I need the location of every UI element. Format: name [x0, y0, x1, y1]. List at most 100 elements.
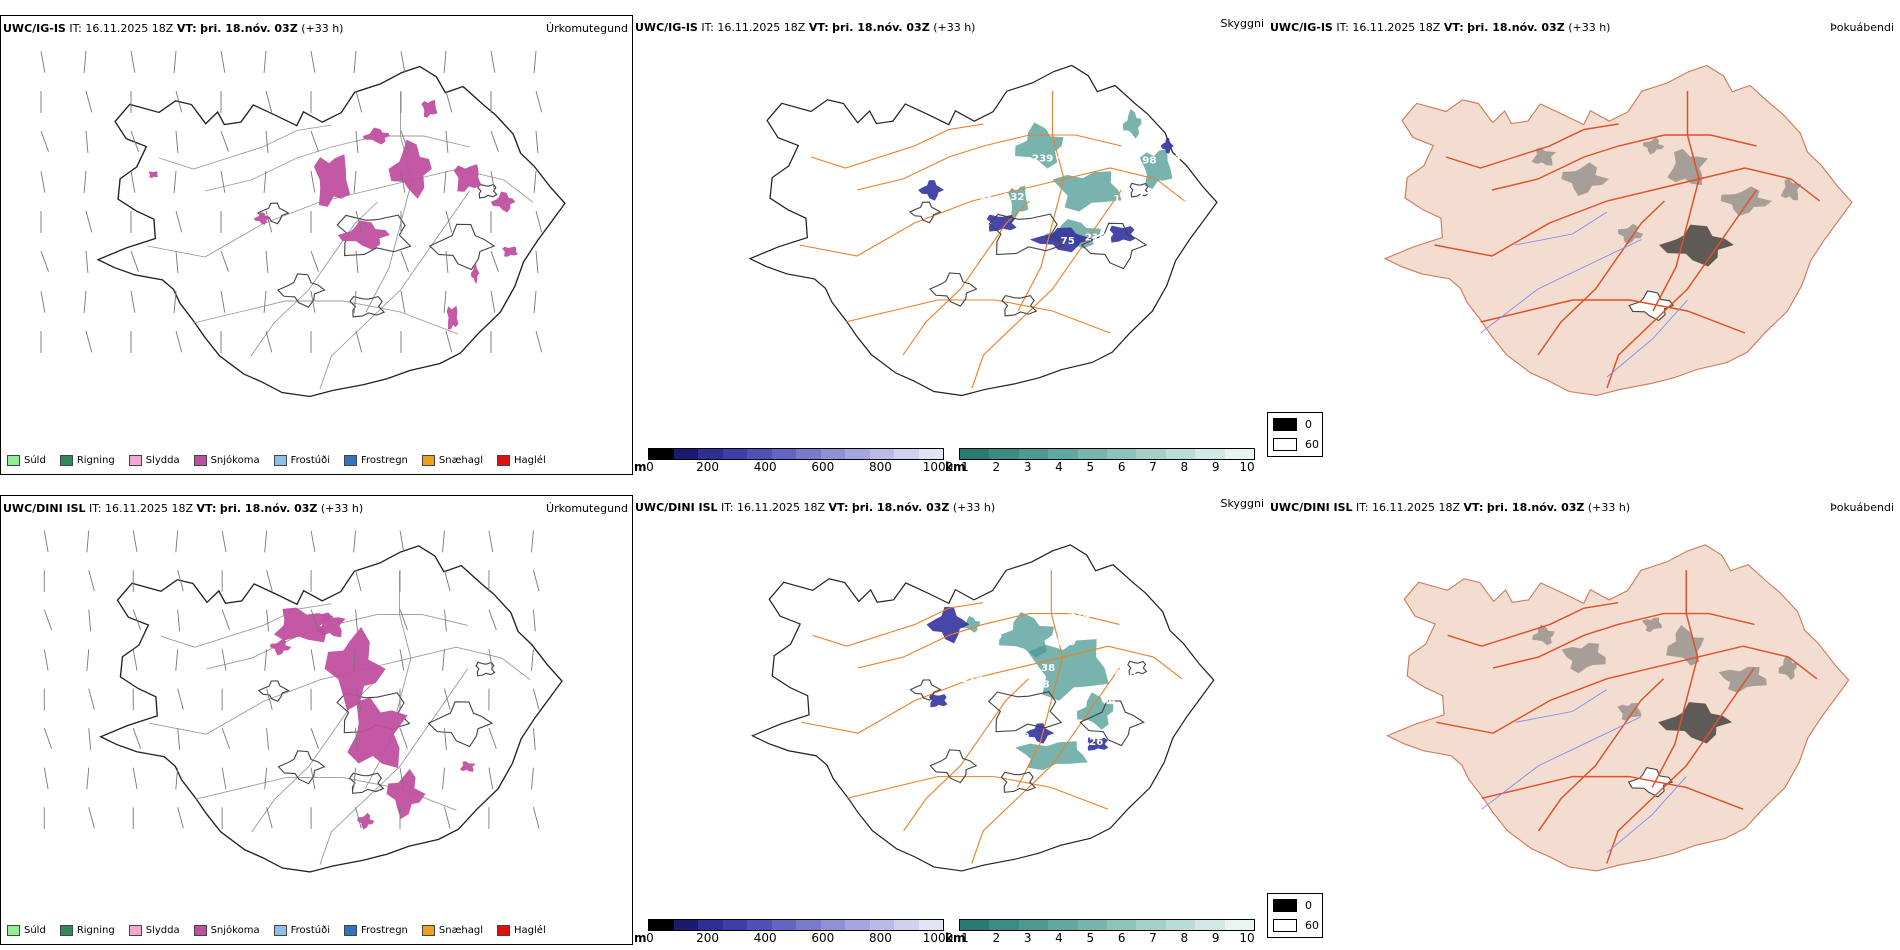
road-line: [365, 92, 413, 313]
wind-barb: [353, 170, 357, 193]
cloud-base-area: [918, 180, 945, 201]
colorbar-tick: 8: [1180, 460, 1189, 474]
colorbar-tick: 5: [1086, 931, 1095, 945]
wind-barb: [40, 250, 49, 272]
legend-item: Snjókoma: [193, 455, 260, 466]
colorbar-tick: 200: [696, 460, 720, 474]
road-line: [319, 668, 469, 865]
glacier-outline: [427, 701, 494, 748]
wind-barb: [445, 130, 449, 153]
snow-area: [386, 768, 426, 820]
wind-barb: [83, 50, 87, 73]
fog-legend: 0 60: [1267, 893, 1323, 938]
road-line: [810, 123, 984, 169]
wind-barb: [399, 728, 408, 749]
snow-area: [388, 139, 432, 199]
wind-barb: [85, 250, 89, 273]
colorbar-tick: 4: [1055, 460, 1063, 474]
wind-barb: [355, 210, 363, 233]
wind-barb: [490, 170, 496, 193]
road-line: [1445, 123, 1619, 169]
legend-label: Slydda: [145, 925, 180, 936]
wind-barb: [132, 728, 142, 749]
cloud-base-area: [929, 694, 948, 708]
fog-legend-low-swatch: [1273, 438, 1297, 451]
colorbar-swatch: [918, 920, 943, 930]
wind-barb: [40, 170, 46, 193]
colorbar-tick: 4: [1055, 931, 1063, 945]
legend-swatch: [7, 925, 20, 936]
wind-barb: [130, 50, 136, 73]
wind-barb: [532, 728, 536, 750]
cloud-base-label: 323: [934, 726, 955, 737]
legend-label: Snjókoma: [210, 925, 260, 936]
colorbar-swatch: [771, 449, 796, 459]
colorbar-tick: 600: [811, 931, 835, 945]
fog-area: [1718, 666, 1767, 693]
wind-barb: [488, 767, 494, 790]
snow-area: [421, 99, 438, 118]
colorbar-swatch: [820, 449, 845, 459]
colorbar-swatch: [698, 920, 723, 930]
legend-item: Frostúði: [273, 455, 330, 466]
visibility-area: [1076, 692, 1114, 730]
wind-barb: [220, 250, 229, 272]
visibility-area: [999, 612, 1055, 658]
wind-barb: [177, 569, 184, 592]
cloud-base-label: 58: [1035, 680, 1049, 691]
colorbar-swatch: [869, 449, 894, 459]
colorbar-swatches: [648, 919, 944, 931]
road-line: [1017, 91, 1065, 312]
road-line: [1447, 602, 1619, 647]
legend-swatch: [421, 455, 435, 466]
colorbar-swatch: [747, 449, 772, 459]
wind-barb: [85, 210, 93, 233]
fog-area: [1643, 137, 1665, 155]
colorbar-tick: 400: [753, 460, 777, 474]
snow-area: [148, 171, 159, 178]
wind-barb: [310, 290, 316, 313]
wind-barb: [266, 688, 273, 710]
legend-item: Haglél: [497, 455, 546, 466]
cloud-base-area: [1086, 737, 1109, 751]
wind-barb: [264, 649, 268, 671]
colorbar-swatch: [989, 920, 1019, 930]
map-layer: [99, 545, 563, 873]
road-line: [1606, 189, 1758, 389]
colorbar-swatch: [1018, 449, 1049, 459]
wind-barb: [88, 688, 95, 710]
fog-area: [1617, 223, 1644, 245]
river-line: [1606, 776, 1687, 854]
cloud-base-label: 74: [1166, 152, 1180, 163]
legend-label: Súld: [24, 925, 46, 936]
glacier-outline: [987, 691, 1063, 733]
wind-barb: [266, 609, 269, 632]
wind-barb: [444, 728, 447, 750]
wind-barb: [442, 649, 445, 671]
visibility-area: [1015, 741, 1088, 771]
wind-barb: [43, 767, 49, 790]
colorbar-swatch: [869, 920, 894, 930]
coastline: [96, 65, 566, 398]
road-line: [1537, 200, 1666, 356]
road-line: [971, 667, 1120, 864]
panel-title: Skyggni: [1220, 17, 1264, 30]
wind-barb: [40, 50, 46, 73]
legend-swatch: [344, 925, 357, 936]
colorbar-tick: 10: [1239, 931, 1255, 945]
cloud-base-label: 392: [948, 700, 969, 711]
map-layer: 12 126 102 10 114 69 82 132 216 74 126 127 239 14 17 85…: [748, 64, 1218, 397]
fog-area: [1658, 224, 1734, 267]
colorbar-tick: 3: [1023, 931, 1032, 945]
panel-header: UWC/IG-IS IT: 16.11.2025 18Z VT: þri. 18…: [1270, 21, 1611, 34]
wind-barb: [43, 728, 53, 749]
fog-panel-top: UWC/IG-IS IT: 16.11.2025 18Z VT: þri. 18…: [1267, 15, 1898, 475]
glacier-outline: [988, 213, 1064, 256]
wind-barb: [443, 290, 447, 313]
wind-barb: [444, 569, 451, 592]
colorbar-tick: 200: [696, 931, 720, 945]
road-line: [812, 602, 984, 647]
glacier-outline: [475, 661, 496, 677]
wind-barb: [132, 609, 142, 631]
legend-label: Haglél: [514, 455, 546, 466]
